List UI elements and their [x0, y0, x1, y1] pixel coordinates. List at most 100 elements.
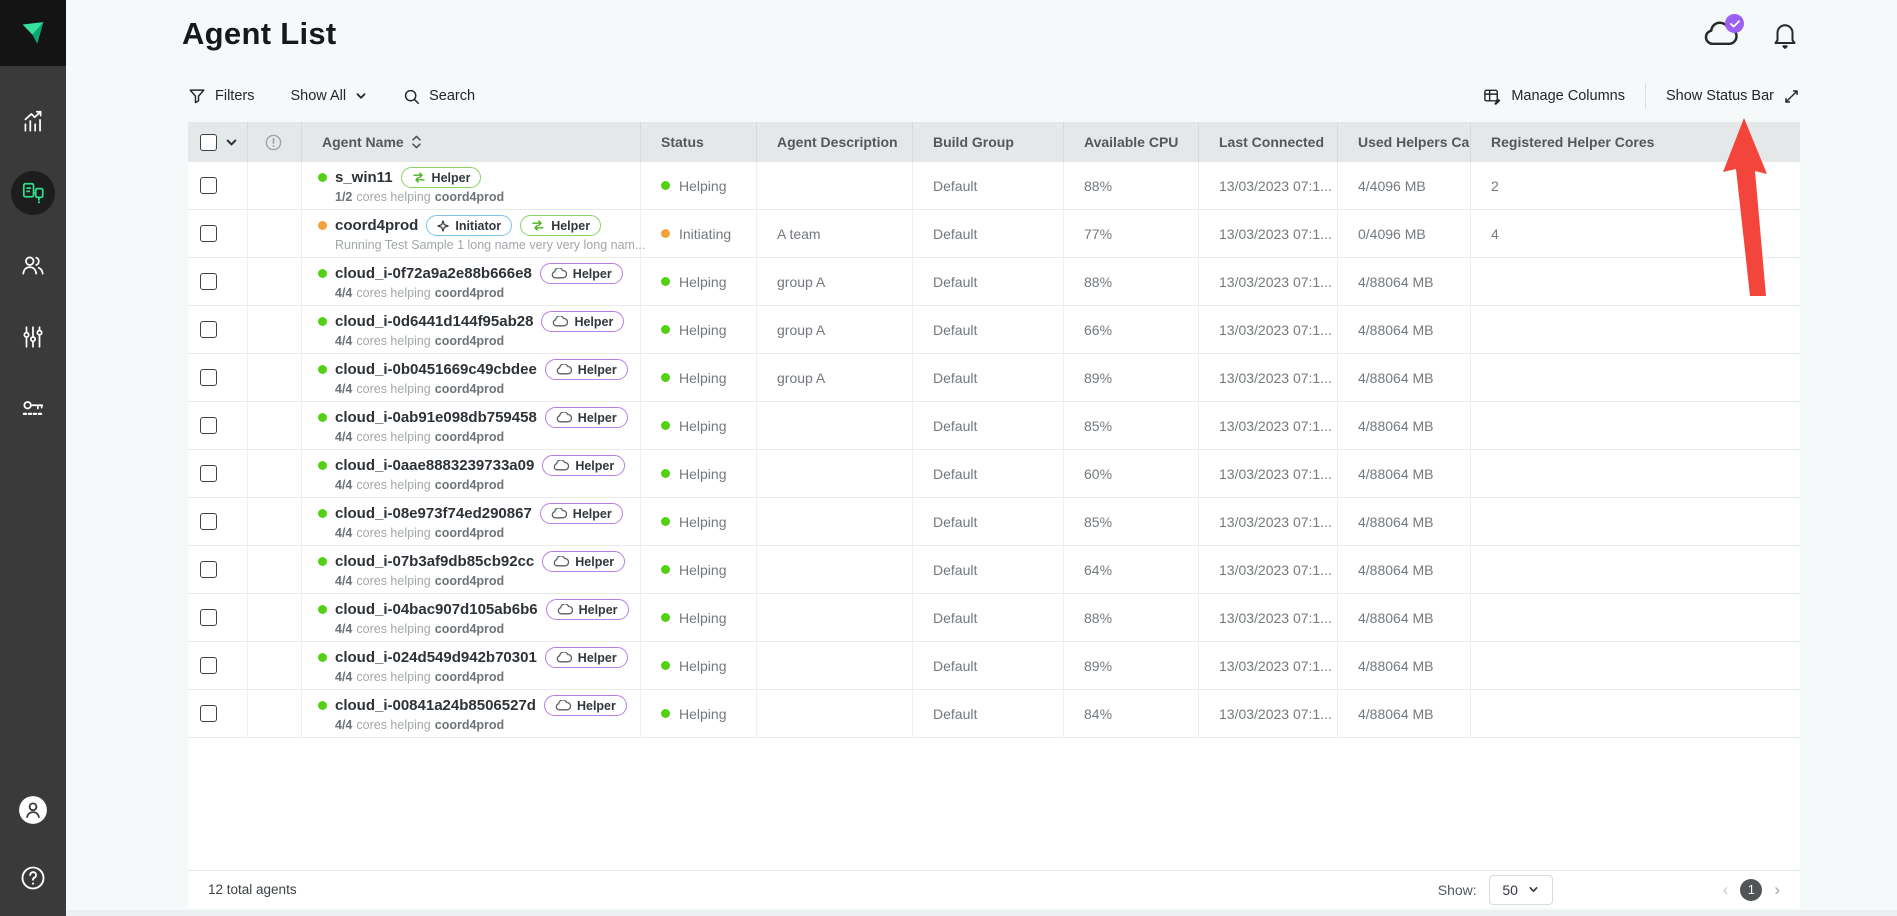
- cell-status: Helping: [641, 306, 757, 353]
- initiator-star-icon: [437, 219, 450, 232]
- header-available-cpu[interactable]: Available CPU: [1064, 122, 1199, 162]
- agent-badges: Helper: [539, 263, 623, 284]
- row-checkbox[interactable]: [200, 225, 217, 242]
- row-checkbox[interactable]: [200, 465, 217, 482]
- header-select-cell: [188, 122, 248, 162]
- table-row[interactable]: cloud_i-0aae8883239733a09 Helper 4/4 core…: [188, 450, 1800, 498]
- agent-badges: Initiator Helper: [426, 215, 602, 236]
- sidebar-item-profile[interactable]: [11, 788, 55, 832]
- table-row[interactable]: cloud_i-0d6441d144f95ab28 Helper 4/4 core…: [188, 306, 1800, 354]
- table-row[interactable]: cloud_i-04bac907d105ab6b6 Helper 4/4 core…: [188, 594, 1800, 642]
- header-status[interactable]: Status: [641, 122, 757, 162]
- row-checkbox[interactable]: [200, 561, 217, 578]
- row-select-cell: [188, 690, 248, 737]
- badge-cloud-helper: Helper: [541, 311, 625, 332]
- row-info-cell: [248, 306, 302, 353]
- pagination-current-page[interactable]: 1: [1740, 878, 1763, 901]
- notifications-bell-icon[interactable]: [1770, 18, 1800, 50]
- cell-registered-helper-cores: 2: [1491, 177, 1499, 194]
- cell-used-helpers: 4/88064 MB: [1338, 450, 1471, 497]
- sidebar-item-users[interactable]: [11, 243, 55, 287]
- manage-columns-button[interactable]: Manage Columns: [1483, 87, 1625, 106]
- header-agent-name[interactable]: Agent Name: [302, 122, 641, 162]
- table-row[interactable]: s_win11 Helper 1/2 cores helping coord4pro…: [188, 162, 1800, 210]
- search-input[interactable]: Search: [403, 88, 475, 105]
- agent-subtitle: 1/2 cores helping coord4prod: [335, 190, 505, 204]
- table-row[interactable]: cloud_i-08e973f74ed290867 Helper 4/4 core…: [188, 498, 1800, 546]
- row-checkbox[interactable]: [200, 705, 217, 722]
- cell-build-group: Default: [913, 594, 1064, 641]
- row-checkbox[interactable]: [200, 513, 217, 530]
- sidebar-item-help[interactable]: [11, 856, 55, 900]
- row-info-cell: [248, 546, 302, 593]
- row-checkbox[interactable]: [200, 177, 217, 194]
- table-row[interactable]: cloud_i-0b0451669c49cbdee Helper 4/4 core…: [188, 354, 1800, 402]
- cell-agent-description: [757, 450, 913, 497]
- row-checkbox[interactable]: [200, 273, 217, 290]
- row-checkbox[interactable]: [200, 657, 217, 674]
- agent-subtitle: 4/4 cores helping coord4prod: [335, 622, 505, 636]
- incredibuild-logo[interactable]: [0, 0, 66, 66]
- cell-build-group: Default: [913, 402, 1064, 449]
- agent-name-text: cloud_i-024d549d942b70301: [335, 649, 537, 666]
- sidebar-item-settings[interactable]: [11, 315, 55, 359]
- cell-available-cpu: 88%: [1064, 162, 1199, 209]
- header-used-helpers[interactable]: Used Helpers Ca...: [1338, 122, 1471, 162]
- header-build-group[interactable]: Build Group: [913, 122, 1064, 162]
- license-key-icon: [20, 396, 46, 422]
- cell-build-group: Default: [913, 162, 1064, 209]
- cell-agent-name: cloud_i-024d549d942b70301 Helper 4/4 core…: [302, 642, 641, 689]
- sidebar-item-analytics[interactable]: [11, 99, 55, 143]
- sidebar-nav: [0, 99, 66, 431]
- select-menu-chevron-icon[interactable]: [225, 136, 238, 149]
- badge-cloud-helper: Helper: [544, 359, 628, 380]
- cell-build-group: Default: [913, 546, 1064, 593]
- agent-subtitle: 4/4 cores helping coord4prod: [335, 430, 505, 444]
- badge-cloud-helper: Helper: [542, 455, 626, 476]
- sidebar-item-license[interactable]: [11, 387, 55, 431]
- table-row[interactable]: cloud_i-0ab91e098db759458 Helper 4/4 core…: [188, 402, 1800, 450]
- row-checkbox[interactable]: [200, 609, 217, 626]
- pagination-prev-icon[interactable]: ‹: [1722, 880, 1729, 899]
- header-info-cell: [248, 122, 302, 162]
- filters-button[interactable]: Filters: [188, 87, 254, 105]
- agent-status-dot: [318, 461, 327, 470]
- agent-status-dot: [318, 173, 327, 182]
- row-checkbox[interactable]: [200, 417, 217, 434]
- cell-registered-helper-cores: [1471, 450, 1800, 497]
- table-row[interactable]: coord4prod Initiator Helper Running Test …: [188, 210, 1800, 258]
- select-all-checkbox[interactable]: [200, 133, 217, 151]
- users-icon: [20, 252, 46, 278]
- status-dot: [661, 325, 670, 334]
- show-all-dropdown[interactable]: Show All: [290, 88, 367, 104]
- table-row[interactable]: cloud_i-07b3af9db85cb92cc Helper 4/4 core…: [188, 546, 1800, 594]
- sort-icon[interactable]: [411, 134, 422, 150]
- cloud-status-icon[interactable]: [1702, 14, 1744, 52]
- cell-agent-description: [757, 594, 913, 641]
- row-checkbox[interactable]: [200, 321, 217, 338]
- page-size-select[interactable]: 50: [1488, 874, 1553, 905]
- cell-registered-helper-cores: [1471, 594, 1800, 641]
- header-registered-helper-cores[interactable]: Registered Helper Cores: [1491, 134, 1655, 150]
- help-icon: [19, 864, 47, 892]
- header-last-connected[interactable]: Last Connected: [1199, 122, 1338, 162]
- header-agent-description[interactable]: Agent Description: [757, 122, 913, 162]
- agent-subtitle: 4/4 cores helping coord4prod: [335, 718, 505, 732]
- show-status-bar-button[interactable]: Show Status Bar: [1666, 88, 1800, 105]
- cell-registered-helper-cores: [1471, 354, 1800, 401]
- analytics-chart-icon: [20, 108, 46, 134]
- cell-used-helpers: 4/88064 MB: [1338, 546, 1471, 593]
- table-row[interactable]: cloud_i-0f72a9a2e88b666e8 Helper 4/4 core…: [188, 258, 1800, 306]
- table-row[interactable]: cloud_i-024d549d942b70301 Helper 4/4 core…: [188, 642, 1800, 690]
- user-avatar-icon: [18, 795, 48, 825]
- pagination-next-icon[interactable]: ›: [1774, 880, 1780, 899]
- row-select-cell: [188, 546, 248, 593]
- cell-registered-helper-cores: [1471, 546, 1800, 593]
- table-row[interactable]: cloud_i-00841a24b8506527d Helper 4/4 core…: [188, 690, 1800, 738]
- sidebar-item-agents[interactable]: [11, 171, 55, 215]
- cell-status: Helping: [641, 258, 757, 305]
- row-checkbox[interactable]: [200, 369, 217, 386]
- cell-last-connected: 13/03/2023 07:1...: [1199, 546, 1338, 593]
- agent-name-text: cloud_i-08e973f74ed290867: [335, 505, 532, 522]
- row-select-cell: [188, 354, 248, 401]
